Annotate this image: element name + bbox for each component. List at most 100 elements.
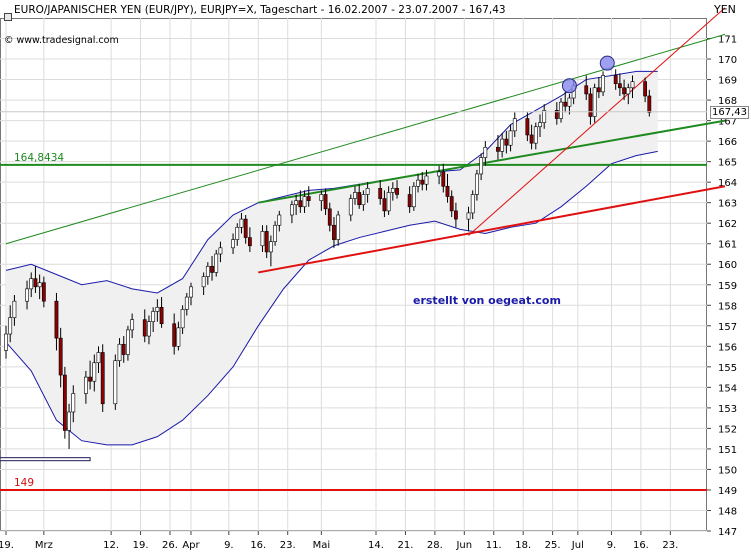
candle-body — [538, 122, 542, 128]
last-price-label: 167,43 — [710, 105, 749, 119]
candle-body — [155, 307, 160, 312]
candle-body — [323, 194, 328, 210]
candle-body — [306, 196, 311, 201]
candle-body — [231, 239, 235, 249]
y-tick-label: 155 — [718, 363, 737, 374]
candle-body — [361, 194, 366, 206]
candle-body — [441, 171, 446, 187]
candle-body — [647, 95, 652, 113]
y-tick-label: 151 — [718, 445, 737, 456]
candle-body — [445, 185, 450, 197]
y-tick-label: 162 — [718, 219, 737, 230]
candle-body — [420, 179, 425, 185]
candle-body — [382, 198, 387, 212]
candle-body — [449, 196, 454, 212]
x-tick-label: 21. — [397, 540, 413, 551]
candle-body — [601, 75, 605, 93]
y-tick-label: 171 — [718, 35, 737, 46]
candle-body — [176, 327, 181, 347]
chart-title: EURO/JAPANISCHER YEN (EUR/JPY), EURJPY=X… — [14, 4, 506, 16]
candle-body — [214, 253, 219, 273]
candle-body — [584, 85, 589, 95]
x-tick-label: Jul — [571, 540, 584, 551]
candle-body — [88, 376, 92, 382]
candle-body — [525, 118, 530, 136]
x-tick-label: Mai — [313, 540, 331, 551]
candle-body — [205, 265, 210, 277]
credit-text: erstellt von oegeat.com — [413, 294, 561, 307]
candle-body — [416, 179, 420, 187]
candle-body — [559, 101, 563, 119]
candle-body — [180, 309, 185, 329]
y-tick-label: 153 — [718, 404, 737, 415]
y-tick-label: 160 — [718, 260, 737, 271]
candle-body — [336, 214, 341, 240]
x-tick-label: 26. — [162, 540, 178, 551]
candle-body — [41, 282, 46, 302]
candle-body — [159, 307, 164, 325]
candle-body — [100, 352, 105, 405]
y-tick-label: 157 — [718, 322, 737, 333]
candle-body — [407, 194, 412, 208]
y-tick-label: 149 — [718, 486, 737, 497]
candle-body — [277, 214, 282, 226]
y-tick-label: 168 — [718, 96, 737, 107]
trendline-thin-red — [468, 7, 726, 236]
candle-body — [264, 231, 269, 253]
candle-body — [12, 300, 17, 318]
candle-body — [4, 333, 8, 351]
candle-body — [117, 343, 122, 361]
trendline-thick-red — [258, 185, 726, 274]
candle-body — [365, 188, 370, 195]
chart-icon — [4, 6, 12, 21]
candle-body — [622, 87, 626, 95]
candle-body — [37, 282, 42, 288]
candle-body — [617, 83, 622, 89]
candle-body — [71, 393, 76, 413]
candle-body — [395, 188, 399, 195]
x-tick-label: Jun — [455, 540, 472, 551]
candle-body — [588, 93, 593, 117]
highlight-marker — [561, 78, 577, 94]
x-tick-label: 14. — [368, 540, 384, 551]
candle-body — [130, 319, 135, 331]
y-tick-label: 170 — [718, 55, 737, 66]
candle-body — [630, 81, 635, 89]
candle-body — [142, 319, 147, 337]
candle-body — [390, 188, 395, 193]
x-tick-label: 16. — [633, 540, 649, 551]
candle-body — [235, 227, 240, 240]
candle-body — [83, 376, 88, 394]
candle-body — [470, 194, 475, 214]
candle-body — [437, 171, 441, 177]
bollinger-upper-line — [5, 70, 658, 294]
candle-body — [58, 337, 63, 376]
candle-body — [353, 192, 357, 199]
y-tick-label: 169 — [718, 76, 737, 87]
candle-body — [529, 134, 534, 144]
candle-body — [121, 343, 126, 355]
highlight-marker — [599, 55, 615, 71]
x-tick-label: 12. — [103, 540, 119, 551]
candle-body — [512, 118, 517, 132]
candle-body — [294, 200, 299, 206]
candle-body — [475, 173, 479, 195]
candle-body — [113, 360, 118, 405]
candle-body — [563, 101, 568, 107]
candle-body — [273, 224, 277, 242]
candle-body — [466, 212, 471, 220]
candle-body — [218, 247, 223, 255]
candle-body — [348, 198, 353, 216]
candle-body — [554, 110, 559, 119]
candle-body — [424, 175, 429, 185]
candle-body — [290, 204, 294, 216]
trendline-thick-green — [258, 119, 726, 204]
candle-body — [33, 278, 38, 288]
candle-body — [386, 192, 391, 212]
candle-body — [210, 265, 214, 273]
y-tick-label: 163 — [718, 199, 737, 210]
candle-body — [592, 87, 597, 117]
candle-body — [92, 362, 97, 382]
